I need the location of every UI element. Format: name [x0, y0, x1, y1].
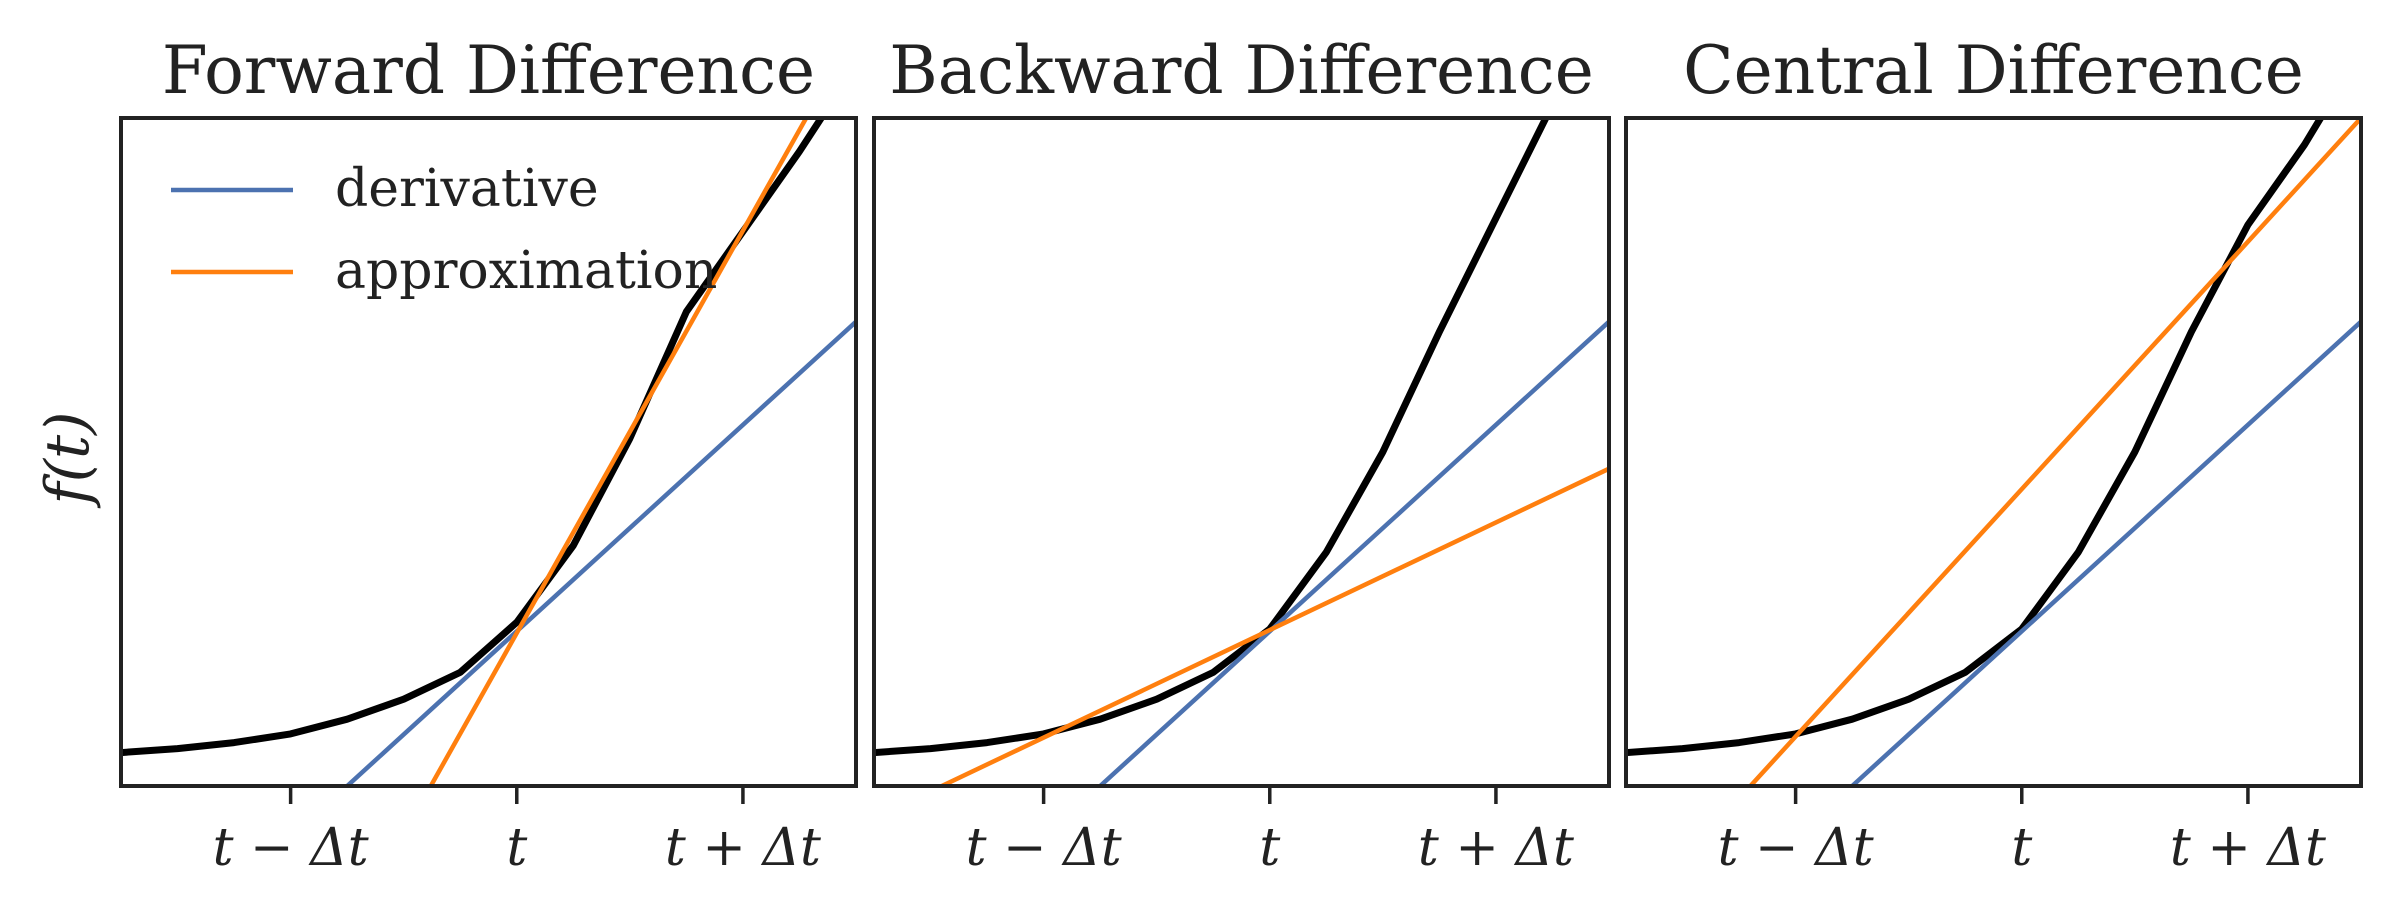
x-tick-label: t: [506, 818, 527, 878]
x-tick-label: t + Δt: [1418, 818, 1574, 878]
panel-2: Backward Difference t − Δt t t + Δt: [872, 32, 1611, 878]
x-tick-label: t + Δt: [2170, 818, 2326, 878]
approximation-line: [939, 466, 1609, 786]
derivative-line: [1849, 319, 2361, 786]
x-tick-label: t − Δt: [213, 818, 369, 878]
derivative-legend-label: derivative: [335, 159, 599, 219]
x-tick-label: t − Δt: [966, 818, 1122, 878]
legend: derivative approximation: [171, 159, 717, 301]
function-curve: [1626, 118, 2325, 757]
plot-frame: [119, 116, 858, 788]
approximation-line: [428, 118, 809, 786]
plot-area: [121, 118, 856, 786]
plot-area: [874, 118, 1609, 786]
panel-1: Forward Difference t − Δt t t + Δt derivativ…: [119, 32, 858, 878]
panel-title: Central Difference: [1683, 32, 2304, 109]
approximation-legend-label: approximation: [335, 241, 717, 301]
panel-3: Central Difference t − Δt t t + Δt: [1624, 32, 2363, 878]
y-axis-label: f(t): [33, 411, 103, 508]
plot-area: [1626, 118, 2361, 786]
plot-frame: [872, 116, 1611, 788]
panels: Forward Difference t − Δt t t + Δt derivativ…: [119, 32, 2363, 878]
derivative-line: [1097, 319, 1609, 786]
panel-title: Backward Difference: [889, 32, 1594, 109]
function-curve: [874, 118, 1550, 757]
x-tick-label: t: [1259, 818, 1280, 878]
approximation-line: [1748, 118, 2361, 786]
x-tick-label: t − Δt: [1718, 818, 1874, 878]
derivative-line: [344, 319, 856, 786]
plot-frame: [1624, 116, 2363, 788]
x-tick-label: t: [2011, 818, 2032, 878]
panel-title: Forward Difference: [162, 32, 815, 109]
x-tick-label: t + Δt: [665, 818, 821, 878]
